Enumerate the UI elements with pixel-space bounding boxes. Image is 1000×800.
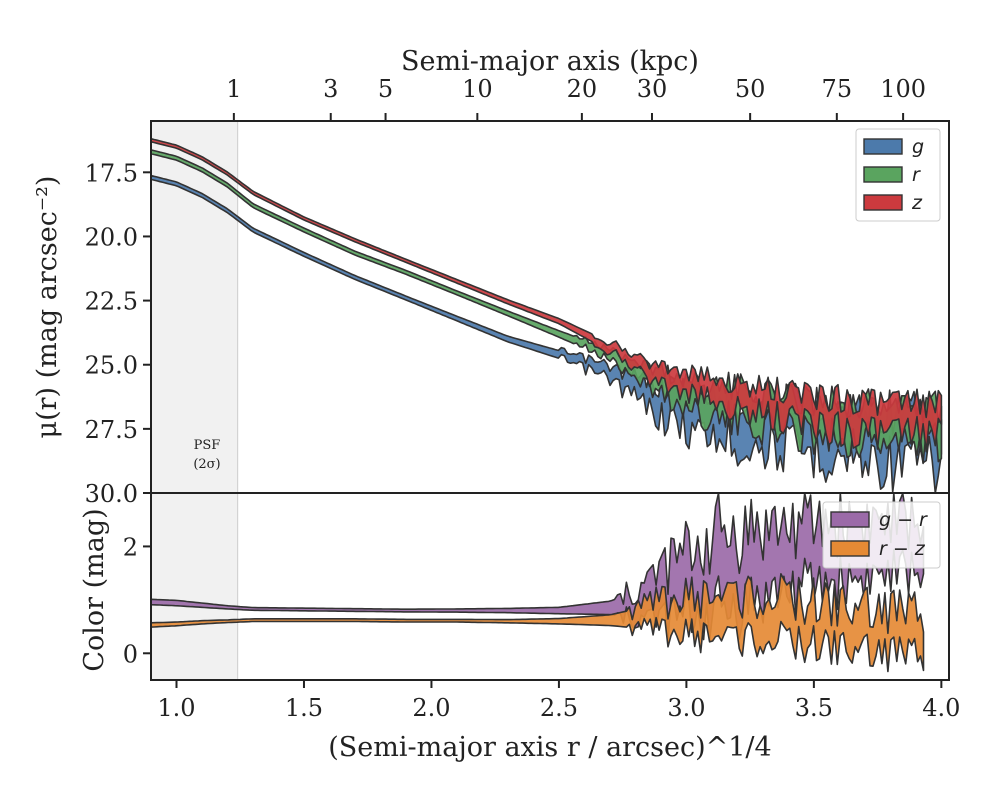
top-tick-label: 5 — [378, 75, 393, 103]
y-tick-label: 30.0 — [85, 480, 138, 508]
x-tick-label: 2.5 — [540, 694, 578, 722]
legend-swatch — [830, 511, 870, 528]
profile-legend: grz — [855, 128, 941, 222]
psf-label-line2: (2σ) — [193, 457, 220, 472]
x-tick-label: 2.0 — [412, 694, 450, 722]
top-tick-label: 30 — [637, 75, 668, 103]
legend-label: g — [912, 136, 924, 158]
band-rz — [150, 572, 925, 673]
top-tick-label: 10 — [462, 75, 493, 103]
top-tick-label: 1 — [226, 75, 241, 103]
legend-swatch — [830, 540, 870, 557]
profile-panel: PSF (2σ) 17.5 20.0 22.5 25.0 27.5 30.0 1 3 5 10 2… — [32, 46, 950, 508]
x-tick-label: 1.0 — [157, 694, 195, 722]
top-kpc-ticks: 1 3 5 10 20 30 50 75 100 — [226, 75, 926, 121]
legend-label: r — [912, 164, 921, 186]
top-tick-label: 100 — [880, 75, 926, 103]
top-tick-label: 3 — [323, 75, 338, 103]
y-tick-label: 17.5 — [85, 159, 138, 187]
legend-swatch — [863, 194, 903, 211]
profile-series-group — [150, 137, 943, 494]
y-tick-label: 0 — [123, 640, 138, 668]
x-axis-title: (Semi-major axis r / arcsec)^1/4 — [328, 732, 771, 763]
y-tick-label: 20.0 — [85, 223, 138, 251]
color-y-axis-title: Color (mag) — [79, 508, 110, 671]
psf-region-lower — [151, 493, 238, 680]
y-tick-label: 25.0 — [85, 352, 138, 380]
profile-y-ticks: 17.5 20.0 22.5 25.0 27.5 30.0 — [85, 159, 151, 508]
color-x-ticks: 1.0 1.5 2.0 2.5 3.0 3.5 4.0 — [157, 680, 960, 722]
y-tick-label: 27.5 — [85, 416, 138, 444]
legend-swatch — [863, 166, 903, 183]
color-panel: 02 1.0 1.5 2.0 2.5 3.0 3.5 4.0 (Semi-major axi… — [79, 492, 960, 763]
x-tick-label: 4.0 — [922, 694, 960, 722]
x-tick-label: 3.0 — [667, 694, 705, 722]
top-tick-label: 75 — [822, 75, 853, 103]
color-panel-frame — [150, 492, 950, 681]
y-tick-label: 2 — [123, 533, 138, 561]
top-axis-title: Semi-major axis (kpc) — [401, 46, 699, 77]
psf-label-line1: PSF — [194, 438, 221, 453]
x-tick-label: 1.5 — [285, 694, 323, 722]
color-y-ticks: 02 — [123, 533, 151, 668]
legend-label: z — [911, 192, 923, 214]
y-tick-label: 22.5 — [85, 288, 138, 316]
profile-y-axis-title: μ(r) (mag arcsec⁻²) — [32, 176, 63, 439]
x-tick-label: 3.5 — [795, 694, 833, 722]
legend-label: r − z — [879, 538, 926, 560]
color-legend: g − r r − z — [822, 501, 941, 569]
band-z — [150, 137, 943, 453]
top-tick-label: 50 — [735, 75, 766, 103]
top-tick-label: 20 — [567, 75, 598, 103]
legend-label: g − r — [879, 509, 928, 531]
legend-swatch — [863, 138, 903, 155]
